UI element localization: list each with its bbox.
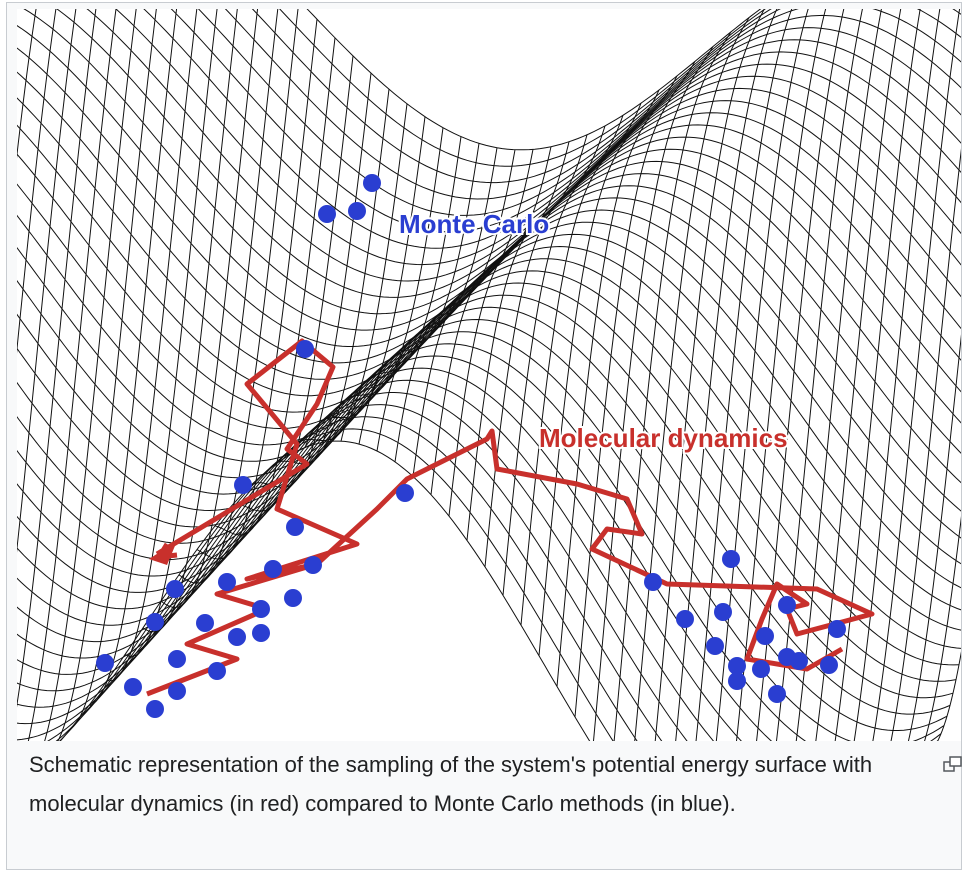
- mesh-line: [17, 9, 961, 215]
- mesh-line: [17, 368, 935, 741]
- mc-point: [820, 656, 838, 674]
- mc-point: [714, 603, 732, 621]
- mc-point: [284, 589, 302, 607]
- mesh-line: [17, 9, 961, 150]
- mc-point: [252, 624, 270, 642]
- mc-point: [790, 652, 808, 670]
- mc-point: [168, 682, 186, 700]
- mesh-line: [215, 38, 335, 535]
- mesh-line: [125, 9, 245, 656]
- mesh-line: [557, 76, 677, 687]
- mc-point: [348, 202, 366, 220]
- mc-point: [768, 685, 786, 703]
- mesh-line: [845, 9, 961, 741]
- mc-point: [96, 654, 114, 672]
- mc-point: [828, 620, 846, 638]
- mesh-line: [17, 142, 961, 549]
- mc-point: [676, 610, 694, 628]
- expand-icon[interactable]: [943, 755, 963, 773]
- mc-point: [286, 518, 304, 536]
- energy-surface: [17, 9, 961, 741]
- mc-point: [264, 560, 282, 578]
- mc-point: [296, 340, 314, 358]
- mc-point: [363, 174, 381, 192]
- mc-point: [228, 628, 246, 646]
- mc-point: [706, 637, 724, 655]
- mc-point: [124, 678, 142, 696]
- mc-point: [778, 596, 796, 614]
- figure-image[interactable]: Monte Carlo Molecular dynamics: [17, 9, 961, 741]
- label-monte-carlo: Monte Carlo: [399, 209, 549, 239]
- mesh-line: [107, 9, 227, 681]
- mc-point: [396, 484, 414, 502]
- mc-point: [722, 550, 740, 568]
- mesh-line: [251, 73, 371, 487]
- mc-point: [318, 205, 336, 223]
- caption: Schematic representation of the sampling…: [29, 745, 929, 823]
- mc-point: [168, 650, 186, 668]
- mc-point: [252, 600, 270, 618]
- mesh-line: [503, 115, 623, 595]
- mesh-line: [17, 344, 941, 741]
- mesh-line: [323, 128, 443, 443]
- mesh-line: [449, 142, 569, 516]
- mc-point: [752, 660, 770, 678]
- mc-point: [208, 662, 226, 680]
- mc-point: [166, 580, 184, 598]
- mc-point: [728, 672, 746, 690]
- mesh-line: [17, 9, 65, 741]
- mc-point: [234, 476, 252, 494]
- mesh-line: [89, 9, 209, 705]
- mesh-line: [71, 9, 191, 728]
- mesh-line: [17, 9, 961, 166]
- mc-point: [146, 700, 164, 718]
- mc-point: [218, 573, 236, 591]
- mc-point: [756, 627, 774, 645]
- mc-point: [146, 613, 164, 631]
- mc-point: [304, 556, 322, 574]
- mc-point: [644, 573, 662, 591]
- mesh-line: [17, 9, 961, 281]
- label-molecular-dynamics: Molecular dynamics: [539, 423, 788, 453]
- mesh-line: [17, 332, 944, 741]
- mc-point: [196, 614, 214, 632]
- mesh-line: [17, 9, 119, 741]
- figure: Monte Carlo Molecular dynamics Schematic…: [6, 2, 962, 870]
